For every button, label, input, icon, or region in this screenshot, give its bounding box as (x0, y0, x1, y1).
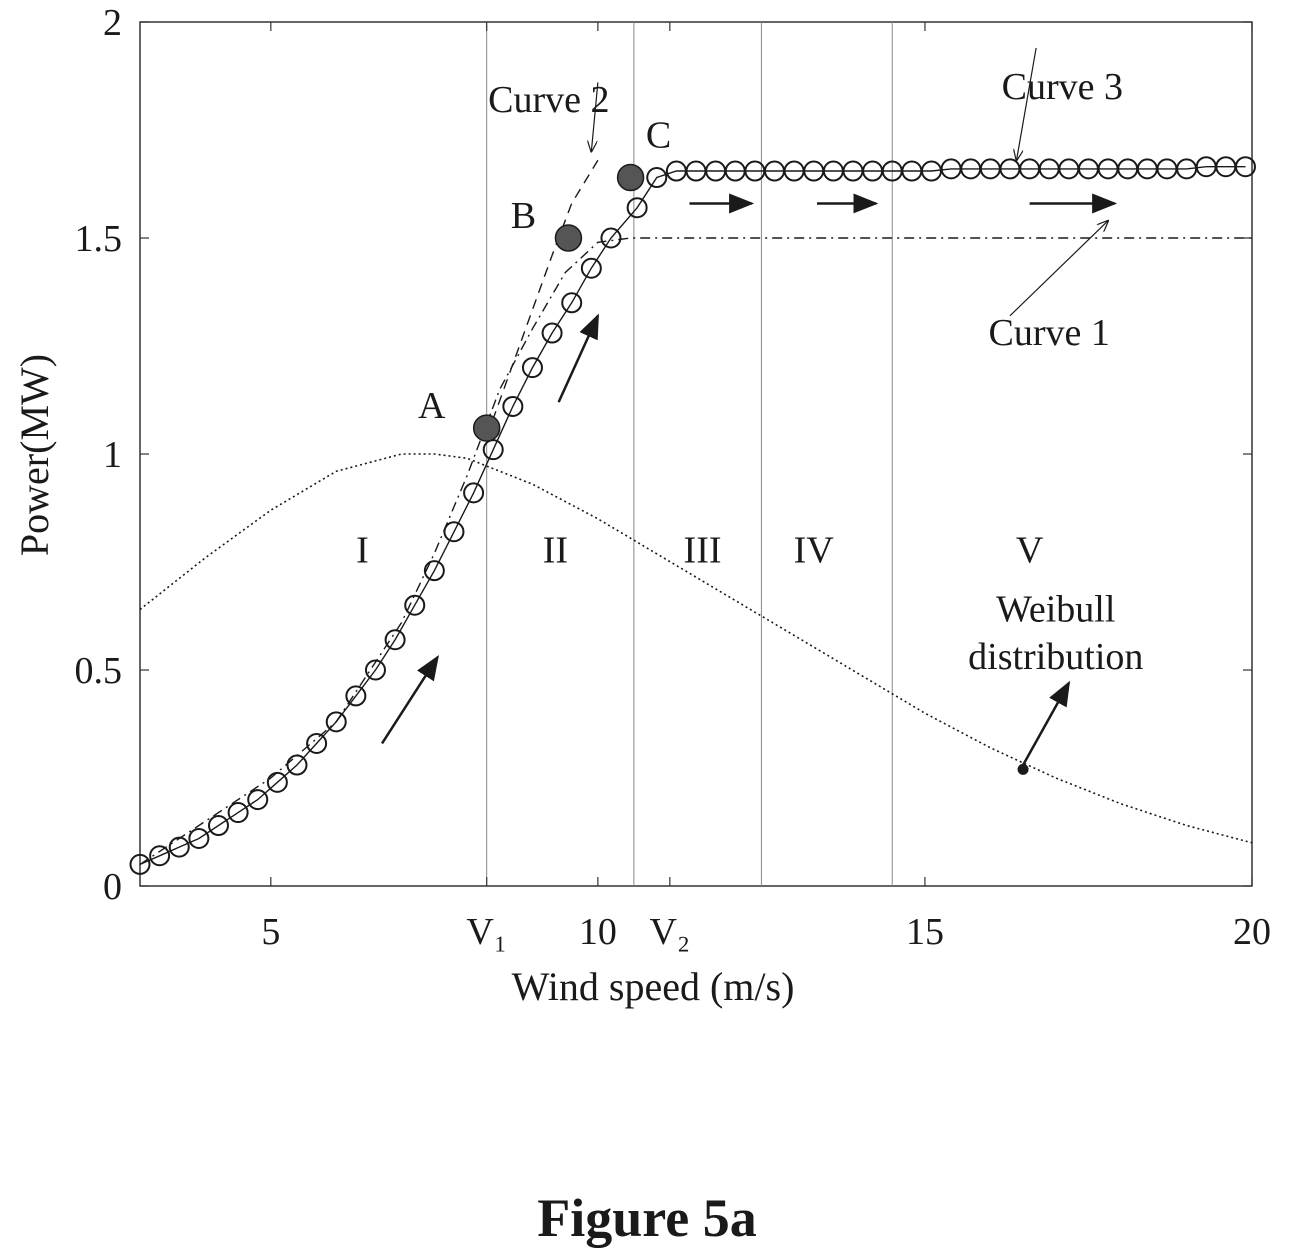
point-c (616, 163, 645, 192)
region-label-v: V (1016, 529, 1044, 571)
point-label-a: A (418, 385, 446, 427)
x-tick-label: V₂ (649, 911, 690, 953)
annotation-curve-2: Curve 2 (488, 79, 609, 121)
arrows (380, 47, 1118, 766)
curve-3-marker (1234, 156, 1256, 178)
curve-3-marker (306, 732, 328, 754)
curve-3-marker (266, 771, 288, 793)
curve-1-line (139, 237, 1252, 865)
curve-3-marker (364, 659, 386, 681)
curve-3-marker (502, 395, 524, 417)
y-tick-label: 1 (103, 434, 122, 476)
weibull-distribution-line (139, 453, 1253, 844)
direction-arrow (1021, 680, 1071, 766)
plot-frame (139, 21, 1253, 887)
curve-2-line (486, 159, 599, 437)
series-layer (129, 156, 1256, 875)
callout-pointer (591, 82, 599, 151)
curve-3-marker (286, 754, 308, 776)
x-tick-label: 5 (261, 911, 280, 953)
annotation-curve-3: Curve 3 (1002, 66, 1123, 108)
annotation-weibull: Weibull (996, 589, 1115, 631)
region-label-iv: IV (794, 529, 835, 571)
curve-3-marker (463, 482, 485, 504)
curve-3-marker (149, 845, 171, 867)
figure-caption: Figure 5a (537, 1188, 756, 1248)
region-boundaries (486, 22, 893, 886)
curve-3-marker (345, 685, 367, 707)
curve-3-marker (227, 802, 249, 824)
direction-arrow (557, 313, 600, 403)
curve-3-marker (404, 594, 426, 616)
curve-3-marker (521, 357, 543, 379)
weibull-marker (1017, 763, 1029, 775)
region-label-iii: III (684, 529, 722, 571)
region-label-ii: II (543, 529, 568, 571)
x-tick-label: 10 (579, 911, 617, 953)
y-tick-label: 1.5 (75, 218, 123, 260)
marked-points (472, 163, 1029, 775)
curve-3-marker (325, 711, 347, 733)
region-label-i: I (356, 529, 369, 571)
point-b (554, 224, 583, 252)
x-axis-label: Wind speed (m/s) (512, 964, 795, 1009)
x-tick-label: V₁ (466, 911, 507, 953)
annotation-distribution: distribution (968, 636, 1143, 678)
point-label-b: B (511, 195, 536, 237)
curve-3-marker (207, 815, 229, 837)
callout-pointer (1017, 47, 1037, 160)
curve-3-marker (580, 257, 602, 279)
callout-pointer (1009, 221, 1108, 317)
y-axis-label: Power(MW) (12, 354, 57, 556)
curve-3-marker (482, 439, 504, 461)
curve-3-marker (443, 521, 465, 543)
x-tick-label: 20 (1233, 911, 1271, 953)
x-tick-label: 15 (906, 911, 944, 953)
curve-3-marker (541, 322, 563, 344)
curve-3-marker (129, 853, 151, 875)
curve-3-marker (384, 629, 406, 651)
curve-3-marker (626, 197, 648, 219)
curve-3-marker (600, 227, 622, 249)
y-tick-label: 2 (103, 2, 122, 44)
y-tick-label: 0.5 (75, 650, 123, 692)
point-label-c: C (646, 115, 671, 157)
curve-3-marker (188, 827, 210, 849)
axis-ticks: 5 V₁ 10 V₂ 15 20 0 0.5 1 1.5 2 (75, 2, 1272, 953)
direction-arrow (380, 654, 439, 745)
curve-3-marker (247, 789, 269, 811)
curve-3-marker (168, 836, 190, 858)
curve-3-marker (423, 560, 445, 582)
y-tick-label: 0 (103, 866, 122, 908)
annotation-curve-1: Curve 1 (989, 312, 1110, 354)
curve-3-marker (646, 167, 668, 189)
curve-3-marker (561, 292, 583, 314)
point-a (472, 414, 501, 442)
